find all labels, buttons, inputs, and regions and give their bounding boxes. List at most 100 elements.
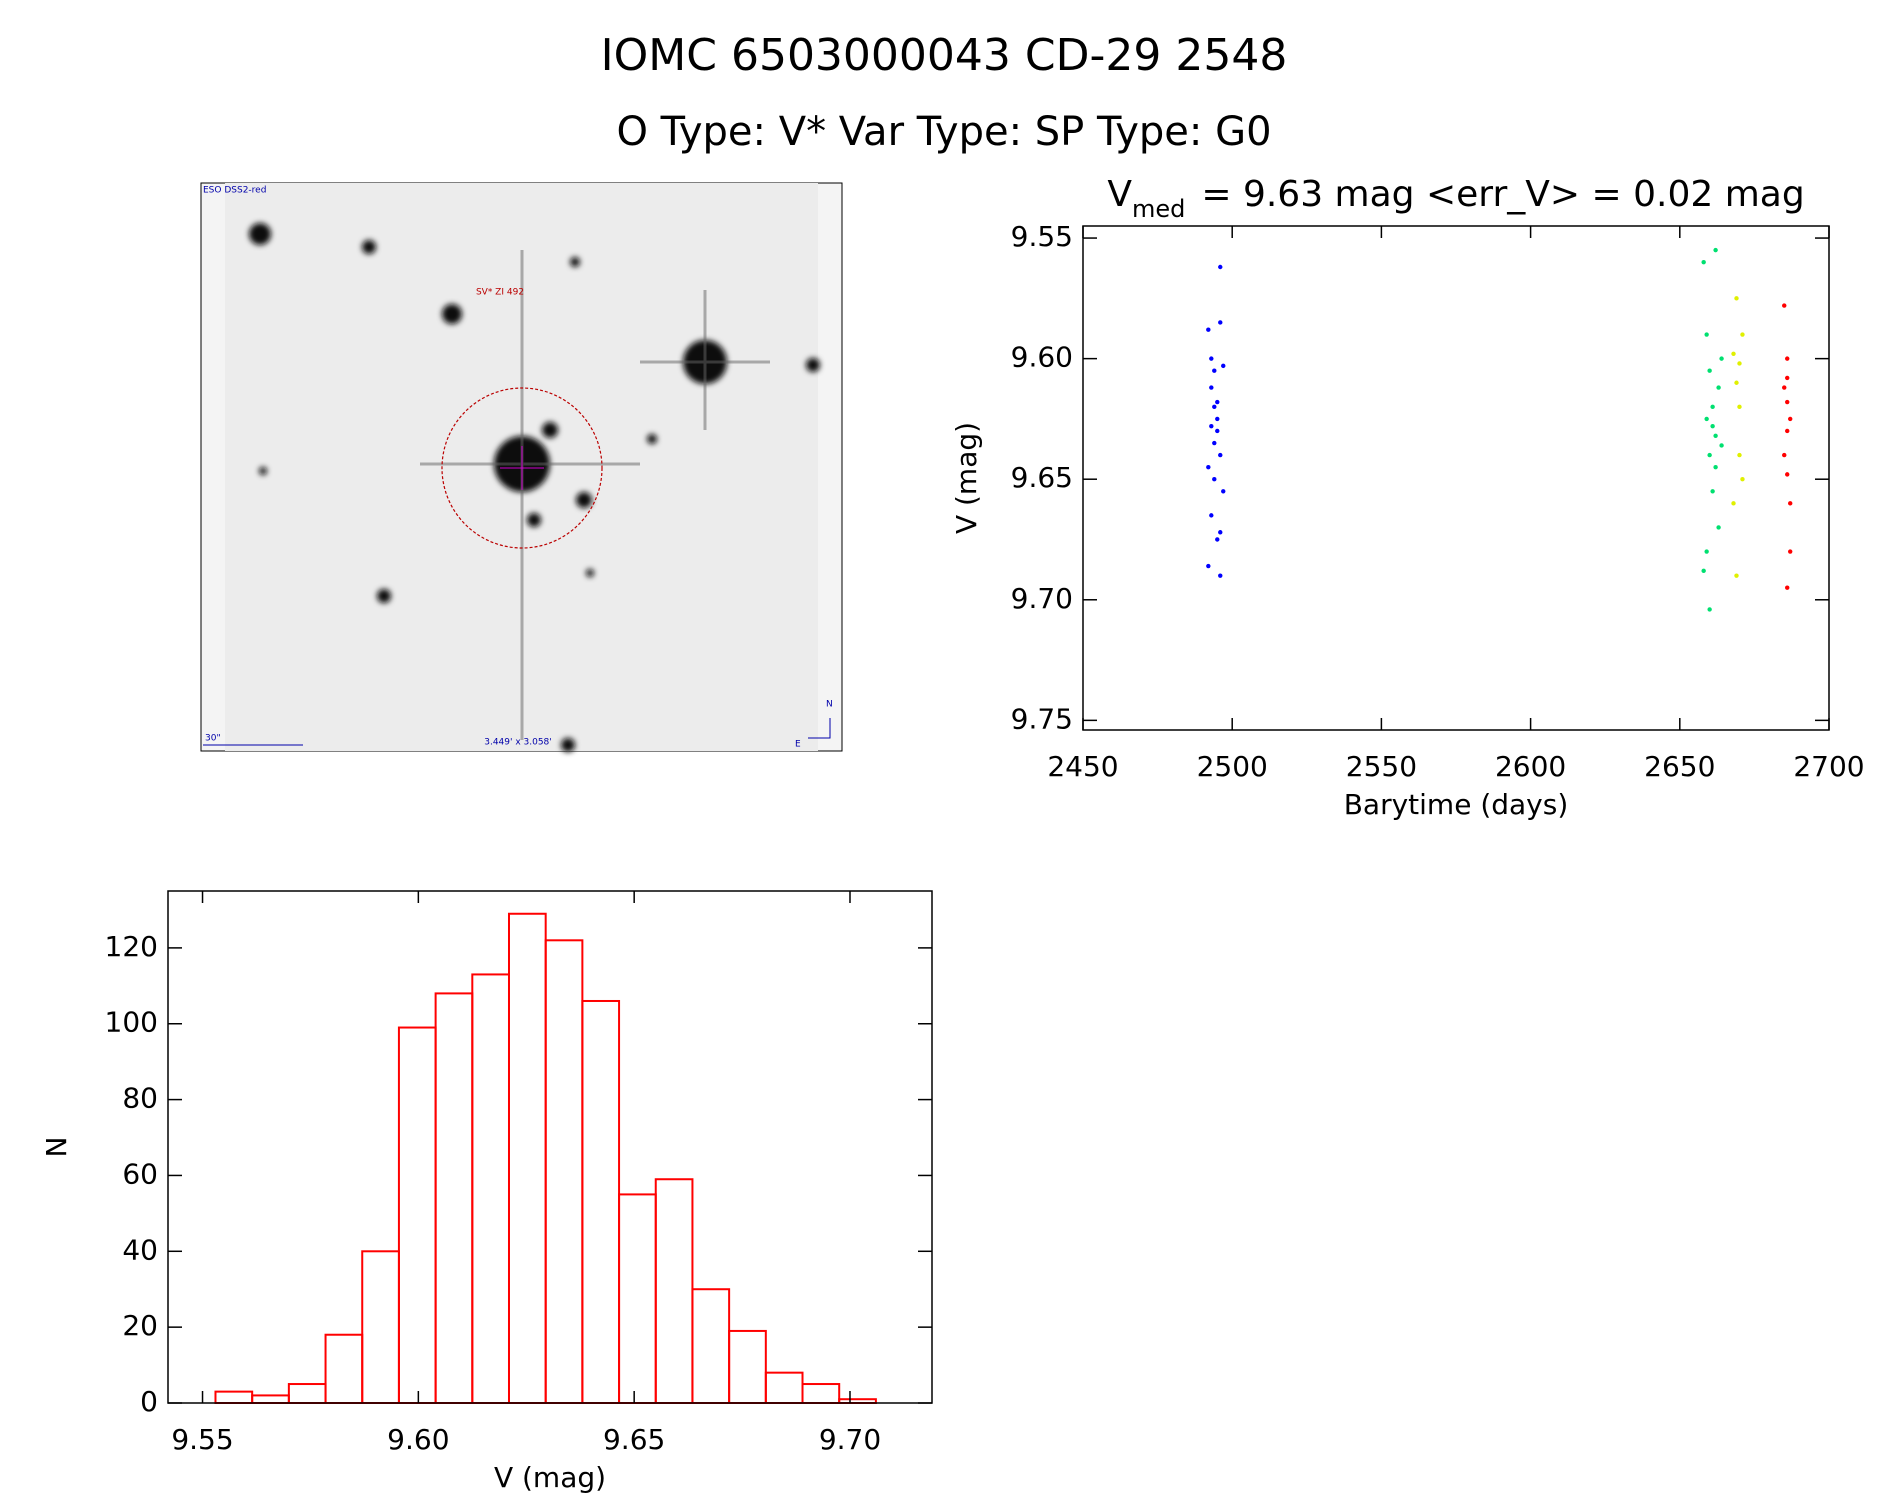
data-point xyxy=(1710,423,1715,429)
hist-bar xyxy=(287,1383,327,1404)
data-point xyxy=(1212,477,1217,482)
data-point xyxy=(1209,513,1214,518)
data-point xyxy=(1707,452,1712,458)
hist-bar xyxy=(397,1026,437,1404)
data-point xyxy=(1785,399,1790,405)
data-point xyxy=(1731,501,1736,506)
data-point xyxy=(1782,303,1787,308)
data-point xyxy=(1785,356,1790,361)
hist-bar xyxy=(324,1333,364,1404)
y-tick-label: 9.60 xyxy=(1011,341,1073,374)
data-point xyxy=(1785,472,1790,477)
x-tick-label: 9.65 xyxy=(603,1423,665,1456)
image-label: 30" xyxy=(205,734,221,744)
y-axis-label: N xyxy=(40,1137,73,1158)
data-point xyxy=(1209,385,1214,390)
y-tick-label: 9.55 xyxy=(1011,220,1073,253)
sky-image: ESO DSS2-red SV* ZI 492 30" 3.449' x 3.0… xyxy=(200,182,843,752)
hist-bar xyxy=(544,939,584,1404)
data-point xyxy=(1218,264,1223,270)
x-tick-label: 9.60 xyxy=(387,1423,449,1456)
y-tick-label: 40 xyxy=(122,1233,158,1266)
data-point xyxy=(1719,356,1724,361)
hist-bar xyxy=(361,1250,400,1404)
data-point xyxy=(1206,563,1211,569)
hist-bar xyxy=(214,1390,254,1404)
y-axis-label: V (mag) xyxy=(950,422,983,534)
y-tick-label: 120 xyxy=(105,930,158,963)
data-point xyxy=(1788,416,1793,422)
data-point xyxy=(1785,428,1790,434)
hist-bar xyxy=(581,999,621,1404)
data-point xyxy=(1209,356,1214,361)
chart-title: Vmed = 9.63 mag <err_V> = 0.02 mag xyxy=(1107,174,1804,223)
x-axis-label: Barytime (days) xyxy=(1344,788,1569,821)
data-point xyxy=(1716,385,1721,390)
image-label: E xyxy=(795,740,801,750)
data-point xyxy=(1701,568,1706,574)
data-point xyxy=(1215,399,1220,405)
x-tick-label: 2600 xyxy=(1495,750,1566,783)
data-point xyxy=(1734,573,1739,578)
data-point xyxy=(1218,573,1223,578)
image-label: N xyxy=(826,700,833,710)
page-title: IOMC 6503000043 CD-29 2548 xyxy=(601,30,1288,81)
data-point xyxy=(1737,452,1742,458)
y-tick-label: 80 xyxy=(122,1082,158,1115)
data-point xyxy=(1704,416,1709,422)
hist-bar xyxy=(728,1329,767,1405)
data-point xyxy=(1785,375,1790,381)
x-axis-label: V (mag) xyxy=(494,1461,606,1494)
image-label: 3.449' x 3.058' xyxy=(484,738,552,748)
data-point xyxy=(1701,259,1706,265)
hist-bar xyxy=(764,1371,804,1405)
data-point xyxy=(1713,247,1718,253)
data-point xyxy=(1215,428,1220,434)
data-point xyxy=(1713,464,1718,470)
data-point xyxy=(1707,368,1712,373)
hist-bar xyxy=(691,1288,731,1404)
y-tick-label: 9.75 xyxy=(1011,702,1073,735)
y-tick-label: 0 xyxy=(140,1385,158,1418)
data-point xyxy=(1734,296,1739,301)
data-point xyxy=(1218,530,1223,535)
hist-bar xyxy=(471,973,510,1404)
data-point xyxy=(1707,607,1712,612)
hist-bar xyxy=(434,992,474,1405)
x-tick-label: 2650 xyxy=(1644,750,1715,783)
data-point xyxy=(1704,332,1709,337)
data-point xyxy=(1785,585,1790,590)
data-point xyxy=(1716,525,1721,530)
data-point xyxy=(1212,368,1217,373)
chart-title-part: V xyxy=(1107,174,1132,215)
data-point xyxy=(1788,549,1793,554)
chart-title-part: med xyxy=(1132,195,1185,223)
y-tick-label: 20 xyxy=(122,1309,158,1342)
y-tick-label: 60 xyxy=(122,1157,158,1190)
data-point xyxy=(1731,351,1736,357)
data-point xyxy=(1218,452,1223,458)
hist-bar xyxy=(801,1383,841,1404)
hist-bar xyxy=(654,1178,694,1405)
data-point xyxy=(1704,549,1709,554)
data-point xyxy=(1218,320,1223,325)
data-point xyxy=(1215,416,1220,422)
data-point xyxy=(1212,404,1217,410)
data-point xyxy=(1710,489,1715,494)
data-point xyxy=(1719,443,1724,448)
data-point xyxy=(1221,489,1226,494)
y-tick-label: 100 xyxy=(105,1006,158,1039)
data-point xyxy=(1740,477,1745,482)
data-point xyxy=(1221,363,1226,369)
plot-frame xyxy=(1082,225,1830,731)
data-point xyxy=(1212,440,1217,446)
x-tick-label: 9.70 xyxy=(819,1423,881,1456)
plot-frame xyxy=(167,890,933,1404)
y-tick-label: 9.65 xyxy=(1011,461,1073,494)
data-point xyxy=(1206,464,1211,470)
x-tick-label: 2450 xyxy=(1047,750,1118,783)
hist-bar xyxy=(618,1193,657,1404)
page-subtitle: O Type: V* Var Type: SP Type: G0 xyxy=(616,109,1271,155)
hist-bar xyxy=(507,912,547,1404)
